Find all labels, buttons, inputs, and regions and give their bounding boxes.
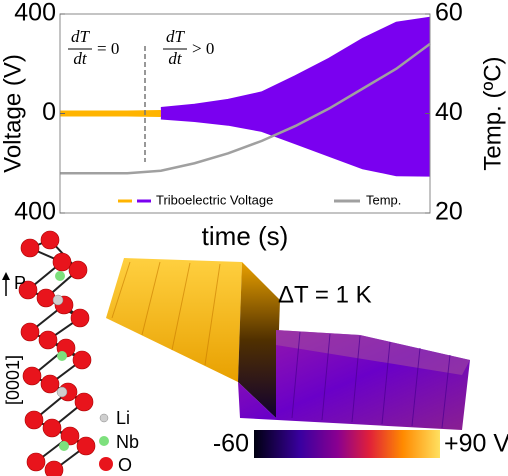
y-tick-label: 400	[14, 198, 56, 226]
atom-label: O	[118, 455, 132, 475]
annotation-denominator: dt	[168, 49, 183, 68]
crystal: P [0001] Li Nb O	[2, 230, 139, 476]
colorbar-min: -60	[213, 430, 249, 458]
voltage-upper	[160, 16, 431, 110]
annotation-numerator: dT	[166, 27, 186, 46]
x-axis-label: time (s)	[202, 221, 289, 251]
colorbar-max: +90 V	[444, 430, 508, 458]
temperature-line	[60, 42, 431, 175]
step-label: ΔT = 1 K	[278, 281, 372, 308]
voltage-band	[160, 17, 430, 176]
atom-label: Li	[116, 408, 130, 428]
y-tick-label: 400	[14, 0, 56, 27]
colorbar	[254, 430, 440, 458]
polarization-label: P	[14, 273, 26, 293]
annotation-relation: = 0	[97, 39, 119, 58]
y2-tick-label: 40	[435, 98, 463, 126]
annotation-relation: > 0	[192, 39, 214, 58]
y2-tick-label: 20	[435, 198, 463, 226]
direction-label: [0001]	[3, 355, 23, 405]
y-axis-label: Voltage (V)	[0, 54, 26, 173]
legend-label: Temp.	[366, 192, 401, 207]
annotation-denominator: dt	[73, 49, 88, 68]
y2-tick-label: 60	[435, 0, 463, 27]
legend-label: Triboelectric Voltage	[156, 192, 273, 207]
y-tick-label: 0	[42, 98, 56, 126]
annotation-numerator: dT	[71, 27, 91, 46]
voltage-lower	[160, 117, 431, 177]
atom-label: Nb	[116, 432, 139, 452]
voltage-chart: 400 0 400 20 40 60 Voltage (V) Temp. (ºC) time (…	[0, 0, 506, 251]
y2-axis-label: Temp. (ºC)	[479, 56, 506, 170]
surface-plot: ΔT = 1 K	[106, 258, 470, 430]
